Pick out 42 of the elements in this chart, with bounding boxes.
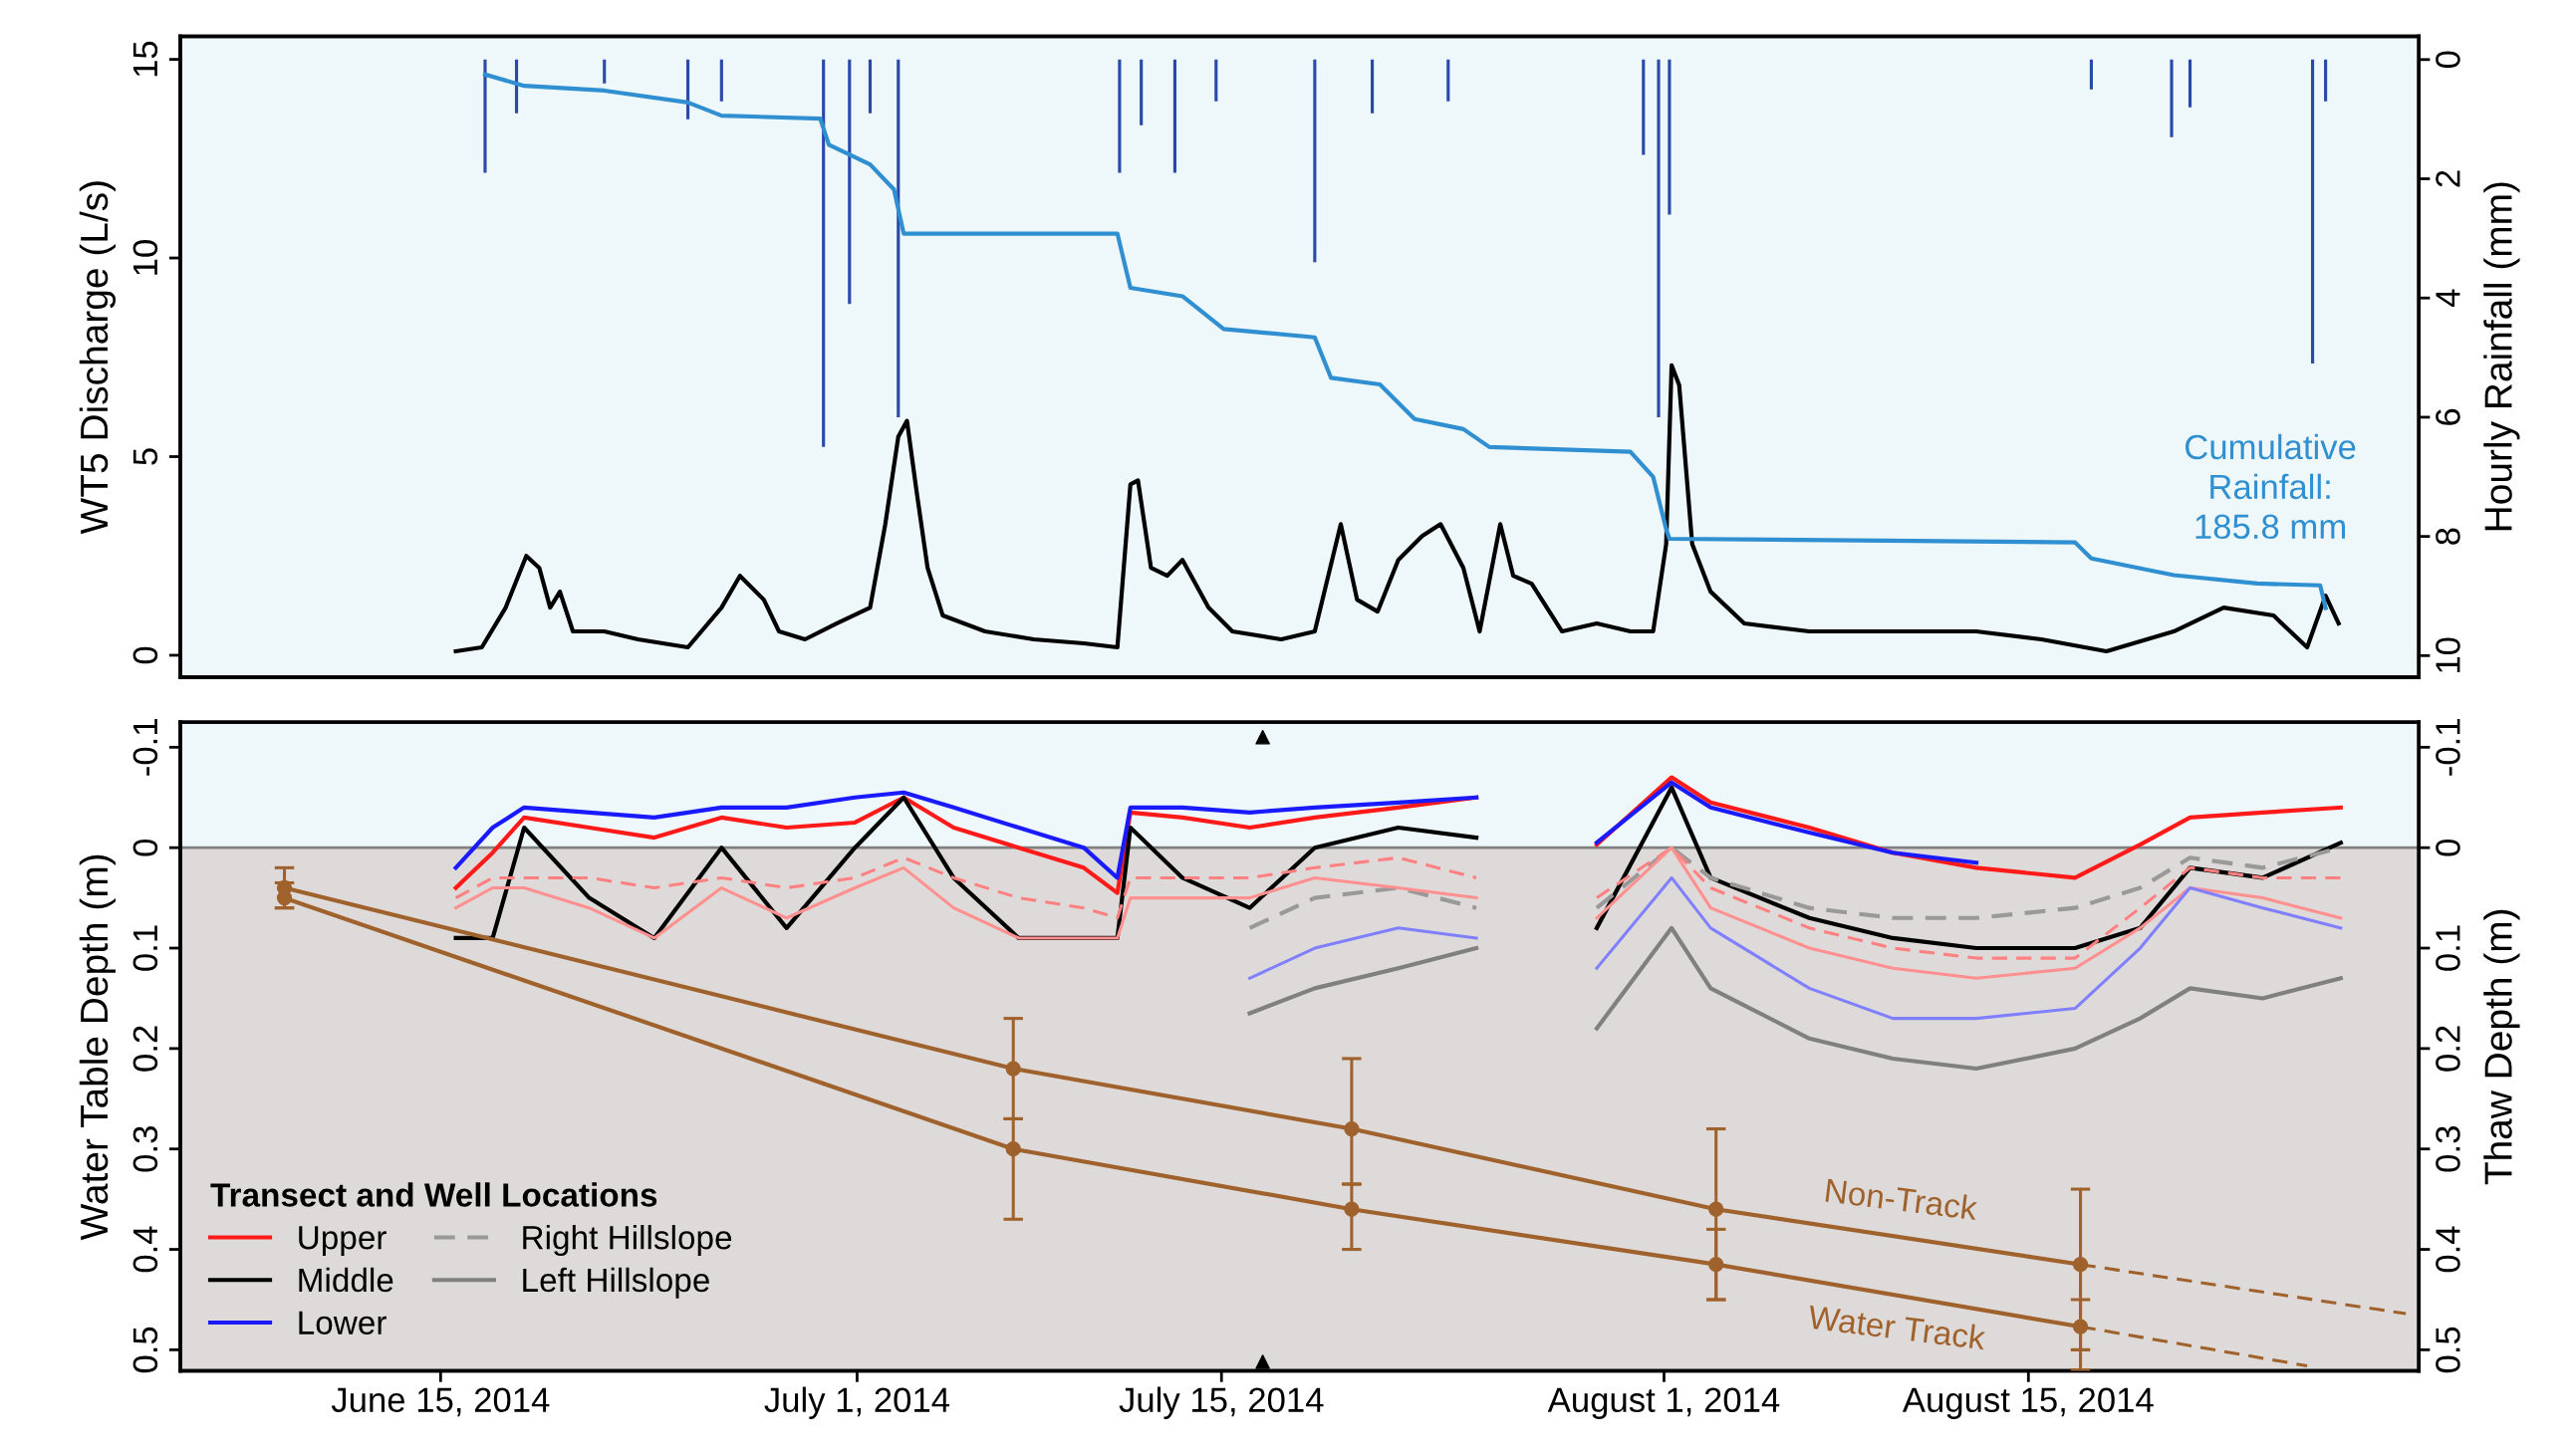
y2-tick-label: -0.1: [2436, 719, 2460, 776]
x-tick-label: August 1, 2014: [1547, 1387, 1780, 1419]
legend-label: Left Hillslope: [523, 1267, 709, 1299]
y2-tick-label: 2: [2436, 170, 2460, 187]
y-tick-label: 0: [132, 646, 158, 664]
y2-tick-label: 0.3: [2436, 1126, 2460, 1172]
y-tick-label: 0.2: [132, 1026, 158, 1072]
text: Water Track: [1807, 1304, 1987, 1350]
legend-label: Lower: [299, 1311, 386, 1334]
x-tick-label: August 15, 2014: [1902, 1387, 2154, 1419]
y2-tick-label: 8: [2436, 528, 2460, 545]
y2-tick-label: 0.5: [2436, 1327, 2460, 1373]
y2-tick-label: 6: [2436, 408, 2460, 425]
y2-axis-title: Hourly Rainfall (mm): [2483, 182, 2520, 531]
y-tick-label: 0.1: [132, 925, 158, 971]
y-tick-label: 10: [132, 240, 158, 275]
y-tick-label: 0.3: [132, 1126, 158, 1172]
y-tick-label: -0.1: [132, 719, 158, 776]
legend-title: Transect and Well Locations: [210, 1182, 657, 1207]
y2-axis-title: Thaw Depth (m): [2483, 909, 2520, 1185]
y-tick-label: 5: [132, 448, 158, 465]
y2-tick-label: 0.2: [2436, 1026, 2460, 1072]
y2-tick-label: 0.1: [2436, 925, 2460, 971]
y2-tick-label: 10: [2436, 637, 2460, 673]
legend-label: Upper: [299, 1226, 386, 1257]
y-tick-label: 0.5: [132, 1327, 158, 1373]
y2-tick-label: 0: [2436, 839, 2460, 856]
legend-label: Right Hillslope: [523, 1225, 732, 1257]
y2-tick-label: 4: [2436, 289, 2460, 308]
x-tick-label: July 1, 2014: [764, 1386, 950, 1419]
legend-label: Middle: [299, 1267, 393, 1293]
y-tick-label: 0.4: [132, 1226, 158, 1273]
x-tick-label: June 15, 2014: [331, 1387, 550, 1417]
x-tick-label: July 15, 2014: [1119, 1386, 1324, 1419]
text: Non-Track: [1825, 1177, 1979, 1221]
y2-tick-label: 0.4: [2436, 1226, 2460, 1273]
y-tick-label: 0: [132, 839, 158, 856]
y-axis-title: Water Table Depth (m): [79, 854, 117, 1241]
series-label: Cumulative Rainfall: 185.8 mm: [2185, 433, 2356, 540]
y2-tick-label: 0: [2436, 51, 2460, 69]
y-tick-label: 15: [132, 41, 158, 77]
y-axis-title: WT5 Discharge (L/s): [79, 181, 117, 535]
